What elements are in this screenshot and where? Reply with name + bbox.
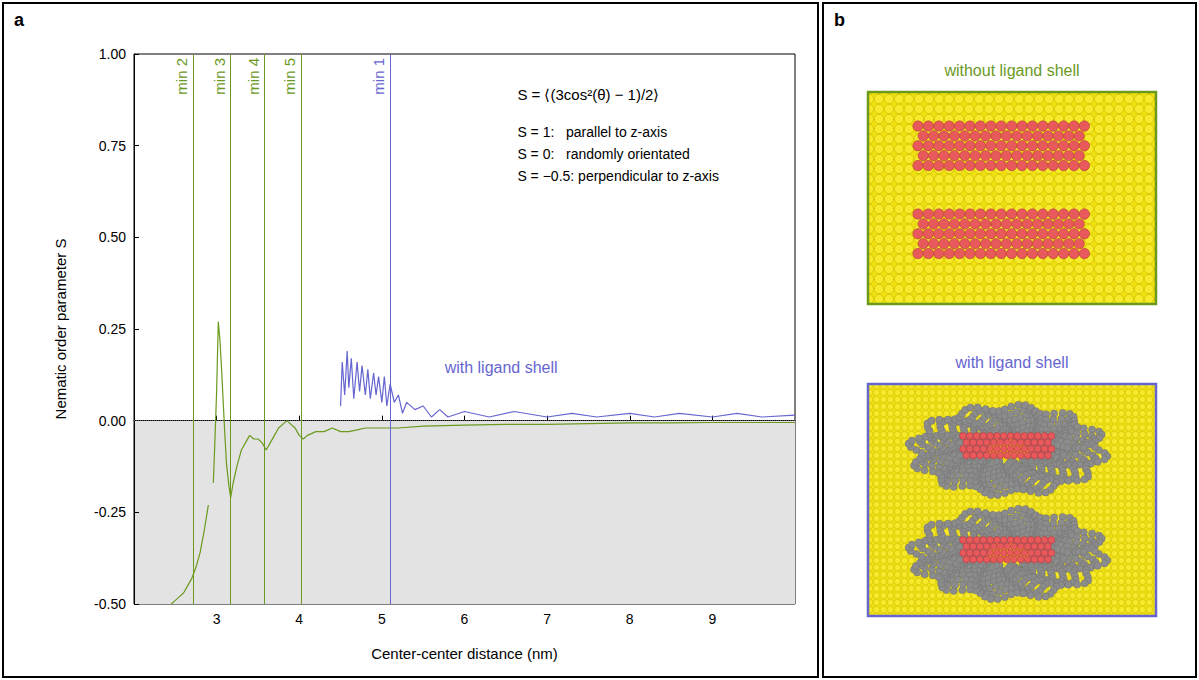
svg-text:S = 1: parallel to z-axis: S = 1: parallel to z-axis: [517, 124, 667, 140]
html-text:b: b: [834, 10, 845, 30]
svg-text:7: 7: [543, 611, 551, 627]
svg-text:Nematic order parameter S: Nematic order parameter S: [52, 239, 69, 420]
svg-text:8: 8: [626, 611, 634, 627]
svg-text:min 1: min 1: [370, 58, 387, 95]
svg-text:1.00: 1.00: [99, 46, 126, 62]
svg-text:with ligand shell: with ligand shell: [955, 354, 1069, 371]
svg-text:0.00: 0.00: [99, 413, 126, 429]
svg-text:3: 3: [213, 611, 221, 627]
svg-text:-0.50: -0.50: [94, 596, 126, 612]
svg-text:with ligand shell: with ligand shell: [444, 359, 558, 376]
svg-text:-0.25: -0.25: [94, 504, 126, 520]
svg-text:Center-center distance (nm): Center-center distance (nm): [371, 645, 558, 662]
svg-text:min 2: min 2: [173, 58, 190, 95]
svg-text:min 5: min 5: [281, 58, 298, 95]
svg-text:9: 9: [708, 611, 716, 627]
svg-text:S = 0: randomly orientated: S = 0: randomly orientated: [517, 146, 689, 162]
svg-text:S = ⟨(3cos²(θ) − 1)/2⟩: S = ⟨(3cos²(θ) − 1)/2⟩: [517, 86, 659, 103]
svg-text:4: 4: [295, 611, 303, 627]
svg-text:0.75: 0.75: [99, 138, 126, 154]
svg-text:without ligand shell: without ligand shell: [943, 62, 1079, 79]
svg-text:5: 5: [378, 611, 386, 627]
svg-text:6: 6: [461, 611, 469, 627]
svg-text:S = −0.5: perpendicular to z-a: S = −0.5: perpendicular to z-axis: [517, 168, 719, 184]
svg-text:0.50: 0.50: [99, 229, 126, 245]
svg-text:min 4: min 4: [245, 58, 262, 95]
svg-text:0.25: 0.25: [99, 321, 126, 337]
svg-text:min 3: min 3: [211, 58, 228, 95]
html-text:a: a: [14, 10, 24, 30]
